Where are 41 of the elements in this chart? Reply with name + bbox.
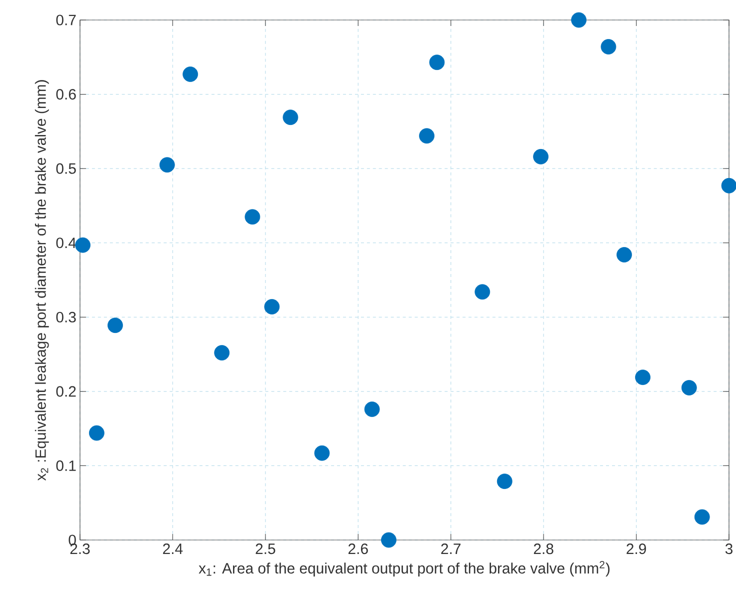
point: [571, 12, 587, 28]
y-tick-label: 0.4: [56, 238, 76, 248]
point: [600, 39, 616, 54]
point: [721, 178, 736, 194]
x-tick-label: 2.8: [534, 544, 554, 554]
point: [533, 148, 548, 164]
point: [694, 509, 710, 525]
point: [75, 237, 90, 253]
y-tick-label: 0.5: [56, 163, 76, 174]
point: [182, 66, 198, 82]
point: [314, 445, 330, 461]
point: [214, 345, 230, 360]
y-tick-label: 0.6: [56, 88, 76, 100]
point: [474, 284, 490, 300]
point: [108, 318, 123, 334]
y-tick-label: 0.1: [56, 460, 76, 471]
y-tick-label: 0.2: [56, 386, 76, 397]
point: [616, 247, 632, 262]
y-axis-title: x$_{2}$ :Equivalent leakage port diameter of the brake valve (mm): [34, 80, 49, 481]
point: [496, 474, 512, 490]
x-tick-label: 2.5: [256, 544, 276, 554]
point: [429, 54, 445, 70]
point: [381, 532, 396, 548]
point: [681, 380, 697, 396]
point: [282, 110, 298, 126]
x-tick-label: 3: [725, 544, 733, 554]
x-tick-label: 2.6: [348, 544, 368, 554]
point: [419, 128, 434, 144]
x-tick-label: 2.9: [626, 544, 646, 554]
x-tick-label: 2.7: [441, 544, 460, 554]
point: [88, 425, 104, 441]
x-tick-label: 2.3: [70, 544, 90, 554]
point: [635, 370, 650, 386]
point: [244, 209, 260, 225]
y-tick-label: 0.3: [56, 312, 76, 322]
point: [364, 402, 380, 417]
y-tick-label: 0.7: [56, 14, 76, 26]
x-axis-title: x$_{1}$: Area of the equivalent output port of the brake valve (mm$^{2}$): [198, 560, 610, 577]
x-tick-label: 2.4: [163, 544, 183, 554]
point: [159, 157, 175, 173]
point: [264, 299, 280, 314]
